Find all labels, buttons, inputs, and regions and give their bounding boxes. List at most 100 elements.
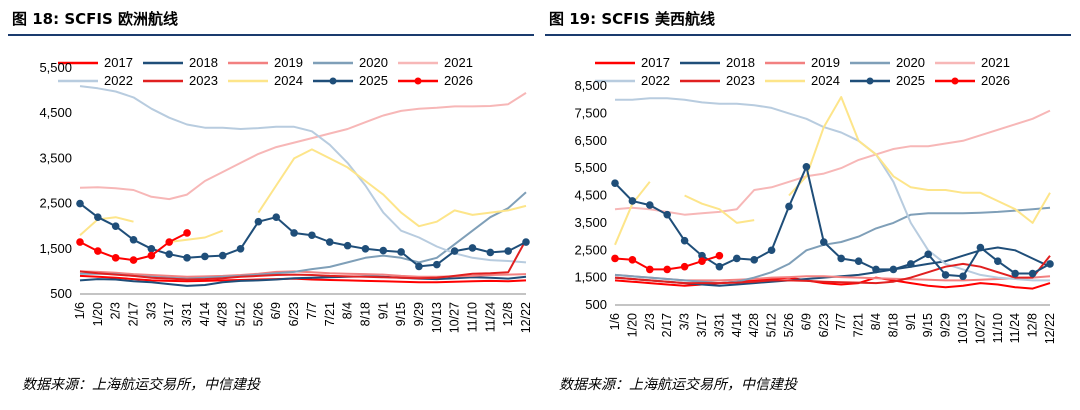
legend-label: 2026: [981, 73, 1010, 88]
legend-item-2023: 2023: [143, 73, 218, 88]
x-tick-label: 2/3: [109, 302, 123, 319]
data-point: [646, 201, 654, 209]
data-point: [94, 213, 102, 221]
y-tick-label: 6,500: [574, 133, 607, 148]
series-2021: [79, 92, 527, 201]
data-point: [183, 254, 191, 262]
x-tick-label: 10/13: [956, 313, 970, 344]
data-point: [236, 245, 245, 253]
data-point: [450, 247, 459, 255]
data-point: [76, 199, 84, 208]
legend-label: 2018: [189, 55, 218, 70]
series-line: [79, 216, 134, 236]
series-line: [788, 96, 1051, 224]
x-tick-label: 10/27: [448, 302, 462, 333]
series-2026: [611, 251, 724, 274]
legend-item-2019: 2019: [228, 55, 303, 70]
series-line: [80, 191, 527, 280]
data-point: [907, 260, 915, 268]
series-line: [79, 274, 527, 284]
data-point: [468, 244, 477, 252]
legend-label: 2019: [274, 55, 303, 70]
legend-label: 2023: [726, 73, 755, 88]
series-2023: [614, 255, 1051, 285]
data-point: [201, 252, 209, 261]
data-point: [611, 179, 619, 187]
x-tick-label: 9/1: [904, 313, 918, 330]
x-tick-label: 6/9: [799, 313, 813, 330]
x-tick-label: 2/17: [660, 313, 674, 337]
figure-18-panel: 图 18: SCFIS 欧洲航线 2017 2018 2019 2020 2021 202…: [8, 0, 538, 410]
legend-item-2026: 2026: [398, 73, 473, 88]
x-tick-label: 1/6: [73, 302, 87, 319]
x-tick-label: 8/4: [869, 313, 883, 330]
x-tick-label: 4/28: [216, 302, 230, 326]
y-tick-label: 4,500: [39, 105, 72, 120]
y-tick-label: 5,500: [574, 160, 607, 175]
y-tick-label: 2,500: [39, 196, 72, 211]
y-tick-label: 500: [50, 286, 72, 301]
x-tick-label: 3/3: [678, 313, 692, 330]
legend-label: 2017: [641, 55, 670, 70]
y-tick-label: 1,500: [39, 241, 72, 256]
data-point: [698, 257, 706, 265]
data-point: [290, 229, 298, 237]
legend-label: 2018: [726, 55, 755, 70]
data-point: [628, 197, 637, 205]
x-tick-label: 9/29: [412, 302, 426, 326]
x-tick-label: 3/31: [712, 313, 726, 337]
data-point: [646, 265, 654, 274]
data-point: [343, 241, 352, 250]
y-tick-label: 4,500: [574, 188, 607, 203]
y-tick-label: 7,500: [574, 105, 607, 120]
data-point: [611, 254, 619, 263]
y-tick-label: 5,500: [39, 60, 72, 75]
data-point: [941, 271, 950, 279]
series-line: [614, 181, 651, 246]
data-point: [147, 245, 156, 253]
figure-19-panel: 图 19: SCFIS 美西航线 2017 2018 2019 2020 2021 202…: [545, 0, 1075, 410]
series-2025: [611, 162, 1054, 281]
data-point: [504, 247, 512, 255]
series-2022: [79, 85, 527, 264]
legend-item-2021: 2021: [398, 55, 473, 70]
data-point: [959, 272, 967, 281]
data-point: [76, 238, 84, 246]
legend-item-2018: 2018: [143, 55, 218, 70]
legend-item-2025: 2025: [313, 73, 388, 88]
data-point: [750, 256, 758, 264]
legend-label: 2021: [444, 55, 473, 70]
x-tick-label: 6/23: [287, 302, 301, 326]
data-point: [837, 254, 845, 263]
series-line: [257, 148, 527, 228]
legend-label: 2025: [359, 73, 388, 88]
data-point: [308, 231, 316, 240]
series-line: [614, 276, 1051, 290]
x-tick-label: 2/3: [643, 313, 657, 330]
data-point: [522, 238, 530, 246]
figure-source: 数据来源：上海航运交易所，中信建投: [22, 377, 260, 393]
data-point: [361, 245, 370, 253]
data-point: [680, 262, 689, 271]
data-point: [924, 250, 932, 259]
y-tick-label: 3,500: [574, 215, 607, 230]
data-point: [272, 213, 281, 221]
data-point: [325, 238, 334, 246]
data-point: [147, 251, 156, 260]
x-tick-label: 7/7: [834, 313, 848, 330]
series-line: [614, 165, 1051, 278]
chart-scfis-europe: 2017 2018 2019 2020 2021 2022 2023 2024 2025 2026…: [39, 55, 533, 333]
data-point: [1028, 269, 1037, 278]
data-point: [129, 235, 138, 244]
data-point: [183, 229, 191, 237]
legend-item-2017: 2017: [595, 55, 670, 70]
x-tick-label: 10/13: [430, 302, 444, 333]
data-point: [165, 250, 173, 259]
legend-item-2023: 2023: [680, 73, 755, 88]
legend-label: 2021: [981, 55, 1010, 70]
data-point: [218, 251, 227, 260]
x-tick-label: 4/28: [747, 313, 761, 337]
x-tick-label: 9/15: [921, 313, 935, 337]
x-tick-label: 5/12: [234, 302, 248, 326]
x-tick-label: 6/23: [817, 313, 831, 337]
